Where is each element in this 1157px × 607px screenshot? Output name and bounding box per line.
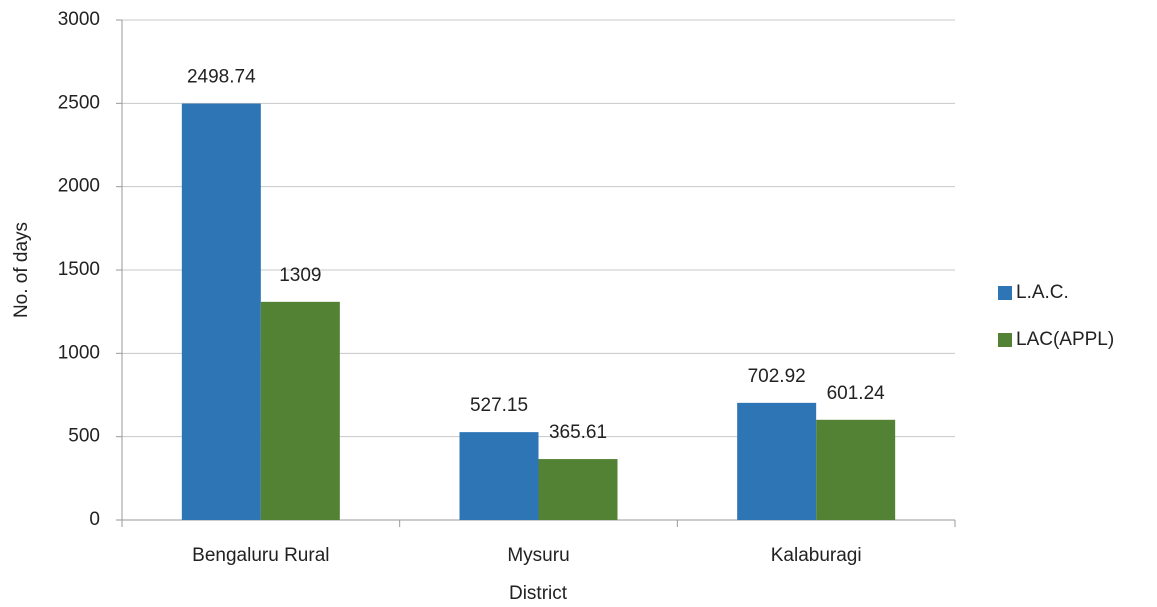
legend-label: LAC(APPL) <box>1016 329 1114 350</box>
data-label: 527.15 <box>470 395 528 416</box>
y-tick-label: 1500 <box>58 259 100 280</box>
bar <box>538 459 618 520</box>
data-label: 1309 <box>279 265 321 286</box>
data-label: 601.24 <box>827 383 886 404</box>
legend-swatch <box>998 286 1012 300</box>
bar <box>737 402 817 520</box>
bar <box>459 432 539 520</box>
x-tick-label: Bengaluru Rural <box>192 545 329 566</box>
y-tick-label: 3000 <box>58 9 100 30</box>
bar <box>181 103 261 520</box>
y-tick-label: 2000 <box>58 176 100 197</box>
legend-swatch <box>998 333 1012 347</box>
bar <box>260 301 340 520</box>
y-tick-label: 500 <box>68 426 100 447</box>
data-label: 2498.74 <box>187 67 256 88</box>
data-label: 365.61 <box>549 422 607 443</box>
x-tick-label: Kalaburagi <box>771 545 862 566</box>
y-tick-label: 2500 <box>58 92 100 113</box>
x-axis-label: District <box>509 583 568 604</box>
data-label: 702.92 <box>748 366 806 387</box>
y-tick-label: 0 <box>89 509 100 530</box>
y-axis-label: No. of days <box>11 222 32 318</box>
y-tick-label: 1000 <box>58 342 100 363</box>
bar <box>816 419 896 520</box>
legend-label: L.A.C. <box>1016 282 1069 303</box>
x-tick-label: Mysuru <box>507 545 569 566</box>
